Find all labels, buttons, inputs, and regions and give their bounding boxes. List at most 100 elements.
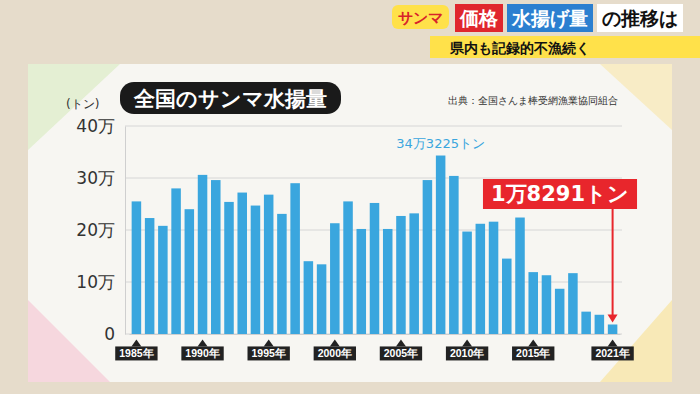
x-tick-label-box: [181, 346, 223, 360]
x-tick-label: 2010年: [450, 347, 484, 359]
bar: [357, 229, 367, 334]
decor: [600, 300, 672, 382]
x-tick-label-box: [314, 346, 356, 360]
bar: [290, 183, 300, 334]
bar: [198, 175, 208, 334]
annotations: 34万3225トン 1万8291トン: [396, 136, 637, 323]
annotation: 34万3225トン: [396, 136, 485, 151]
subtitle-box: [430, 36, 700, 58]
bar: [383, 229, 393, 334]
bar: [476, 224, 486, 334]
header-part: の推移は: [602, 7, 678, 29]
x-tick-label-box: [115, 346, 157, 360]
bar: [515, 218, 525, 334]
source: 出典：全国さんま棒受網漁業協同組合: [448, 95, 618, 106]
bar: [158, 226, 168, 334]
x-tick-marker: [608, 339, 618, 346]
x-axis: 1985年 1990年 1995年 2000年 2005年 2010年 2015年 2021年: [115, 334, 634, 360]
annotation-box: [483, 179, 637, 209]
title: 全国のサンマ水揚量: [133, 87, 327, 111]
x-tick: 2021年: [591, 334, 633, 360]
bar: [171, 188, 181, 334]
x-tick-label-box: [248, 346, 290, 360]
bar: [555, 289, 565, 334]
bar: [145, 218, 155, 334]
x-tick-marker: [264, 339, 274, 346]
x-tick-label: 2005年: [384, 347, 418, 359]
bar: [595, 315, 605, 334]
header-tag-box: [392, 5, 449, 29]
y-tick-label: 0: [104, 324, 115, 344]
x-tick: 2015年: [512, 334, 554, 360]
annotation-arrowhead: [608, 314, 618, 322]
bar: [251, 206, 261, 334]
x-tick-label: 2021年: [595, 347, 629, 359]
header-part-box: [507, 4, 593, 32]
bar: [264, 195, 274, 334]
grid-line: [125, 126, 622, 127]
y-tick: 10万: [76, 272, 125, 292]
bar: [542, 275, 552, 334]
bar: [502, 259, 512, 334]
y-tick-label: 10万: [76, 272, 115, 292]
bar: [396, 216, 406, 334]
header-tag: サンマ: [398, 9, 443, 27]
annotation-arrow: [612, 209, 614, 316]
y-tick: 40万: [76, 116, 125, 136]
x-tick: 1985年: [115, 334, 157, 360]
grid: [125, 126, 622, 334]
bar: [423, 180, 433, 334]
axis-line: [125, 127, 126, 335]
bar: [132, 201, 142, 334]
y-tick: 30万: [76, 168, 125, 188]
x-tick-label: 2000年: [318, 347, 352, 359]
y-axis-title: (トン): [66, 97, 99, 111]
bar: [343, 201, 353, 334]
y-tick: 20万: [76, 220, 125, 240]
bar: [409, 213, 419, 334]
x-tick: 1990年: [181, 334, 223, 360]
x-tick-marker: [198, 339, 208, 346]
bar: [237, 193, 247, 334]
x-tick-label-box: [446, 346, 488, 360]
y-tick-label: 40万: [76, 116, 115, 136]
x-tick-label: 1985年: [119, 347, 153, 359]
x-tick-marker: [131, 339, 141, 346]
axis-line: [130, 334, 621, 335]
x-tick-marker: [462, 339, 472, 346]
x-tick-marker: [396, 339, 406, 346]
bar: [317, 264, 327, 334]
bar: [304, 261, 314, 334]
bar: [330, 223, 340, 334]
title-box: [120, 82, 341, 114]
card: [28, 64, 672, 382]
decor: [28, 64, 120, 150]
bar: [277, 214, 287, 334]
chart: サンマ価格水揚げ量の推移は県内も記録的不漁続く全国のサンマ水揚量出典：全国さんま…: [0, 0, 700, 394]
bar: [608, 324, 618, 334]
header-part: 水揚げ量: [511, 7, 588, 29]
bar: [528, 272, 538, 334]
x-tick-marker: [528, 339, 538, 346]
x-tick: 2005年: [380, 334, 422, 360]
x-tick-label: 1995年: [252, 347, 286, 359]
y-tick-label: 20万: [76, 220, 115, 240]
x-tick-label: 1990年: [185, 347, 219, 359]
bar: [211, 180, 221, 334]
subtitle: 県内も記録的不漁続く: [449, 40, 590, 56]
x-tick: 1995年: [248, 334, 290, 360]
x-tick-label-box: [512, 346, 554, 360]
bar: [568, 273, 578, 334]
bar: [581, 312, 591, 334]
bar: [436, 156, 446, 334]
y-axis: 0 10万 20万 30万 40万: [76, 116, 125, 344]
annotation: 1万8291トン: [491, 182, 629, 206]
bar: [370, 203, 380, 334]
bar: [449, 176, 459, 334]
x-tick: 2000年: [314, 334, 356, 360]
y-tick-label: 30万: [76, 168, 115, 188]
x-tick-marker: [330, 339, 340, 346]
header-part-box: [455, 4, 503, 32]
x-tick-label-box: [380, 346, 422, 360]
x-tick-label-box: [591, 346, 633, 360]
